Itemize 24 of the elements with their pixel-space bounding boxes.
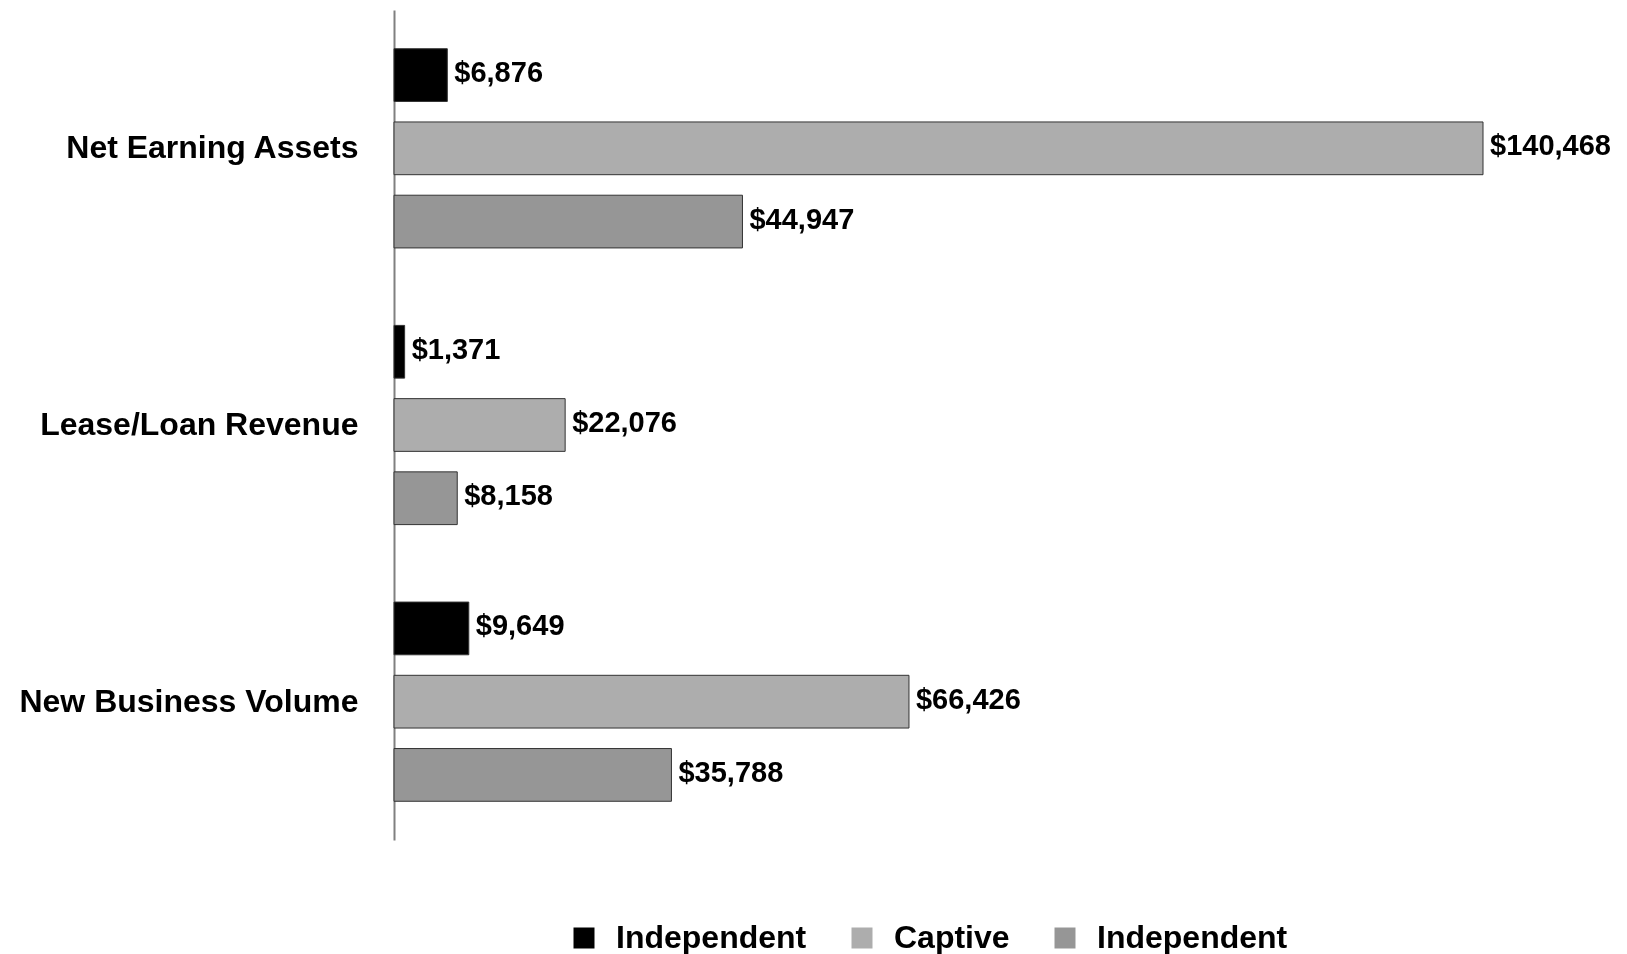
- bar: [393, 324, 406, 379]
- y-tick-label: New Business Volume: [19, 682, 359, 719]
- y-tick-label: Lease/Loan Revenue: [40, 406, 359, 442]
- bar: [393, 748, 672, 802]
- data-label: $1,371: [411, 332, 501, 365]
- y-tick-label: Net Earning Assets: [66, 129, 359, 166]
- bar: [393, 48, 448, 102]
- bar: [393, 601, 470, 656]
- legend-label: Independent: [1097, 919, 1288, 954]
- legend-label: Captive: [894, 919, 1010, 954]
- legend-label: Independent: [616, 919, 807, 954]
- data-label: $9,649: [475, 609, 565, 642]
- data-label: $35,788: [678, 755, 784, 788]
- bar: [393, 674, 910, 729]
- data-label: $22,076: [572, 406, 677, 438]
- bar: [393, 121, 1484, 176]
- data-label: $140,468: [1490, 129, 1611, 162]
- bar: [393, 194, 743, 249]
- data-label: $6,876: [454, 56, 544, 89]
- data-label: $44,947: [749, 202, 855, 235]
- bar: [393, 471, 458, 526]
- bar: [393, 398, 566, 452]
- data-label: $66,426: [915, 682, 1021, 715]
- data-label: $8,158: [464, 479, 553, 512]
